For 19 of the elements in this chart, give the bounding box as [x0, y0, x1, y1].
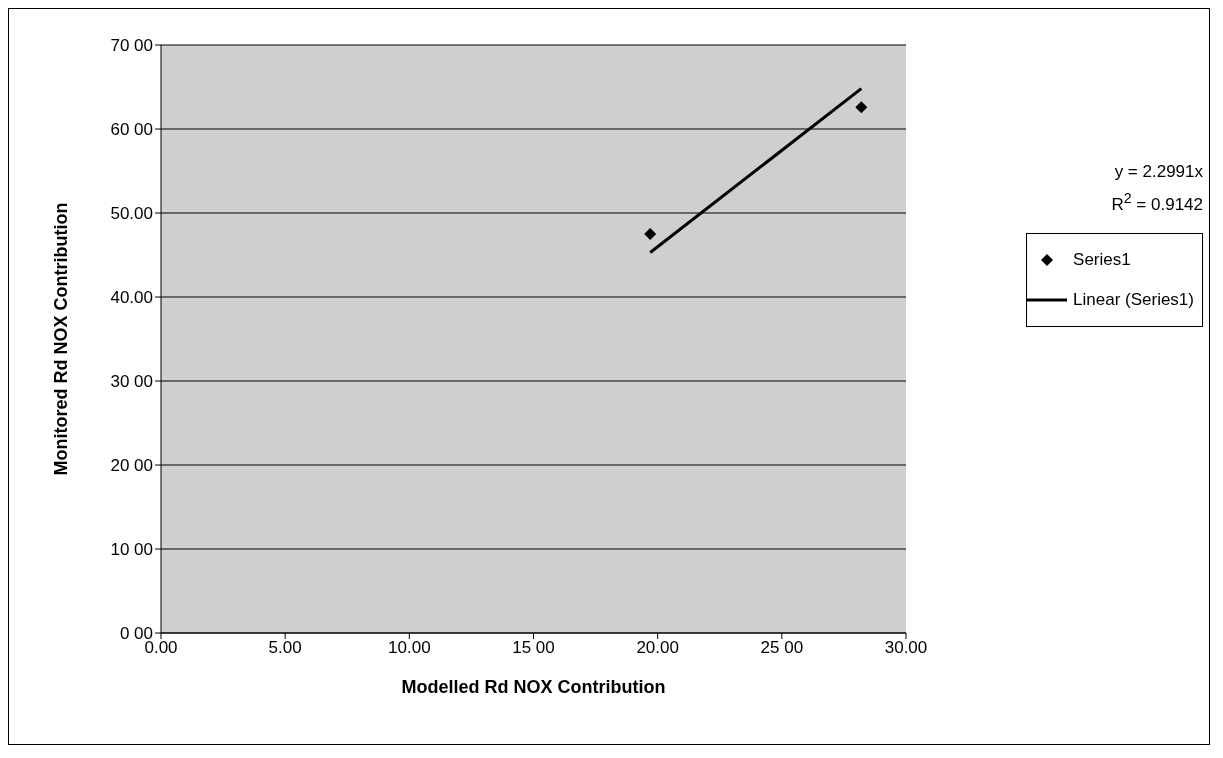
y-tick-label: 20 00: [110, 456, 153, 476]
legend-label: Series1: [1073, 249, 1131, 271]
x-tick-label: 5.00: [268, 638, 302, 658]
y-tick-label: 60 00: [110, 120, 153, 140]
x-tick-label: 30.00: [884, 638, 928, 658]
y-tick-label: 70 00: [110, 36, 153, 56]
x-tick-label: 25 00: [760, 638, 804, 658]
x-tick-label: 10.00: [388, 638, 431, 658]
text: y = 2.2991x: [1113, 161, 1203, 183]
text: R$^{2}$ = 0.9142: [1111, 189, 1203, 216]
x-tick-label: 20.00: [636, 638, 679, 658]
x-tick-label: 15 00: [512, 638, 555, 658]
y-axis-title: Monitored Rd NOX Contribution: [51, 202, 72, 476]
y-tick-label: 10 00: [110, 540, 153, 560]
x-axis-title: Modelled Rd NOX Contribution: [401, 677, 666, 697]
y-tick-label: 50.00: [110, 204, 153, 224]
legend-label: Linear (Series1): [1073, 289, 1194, 311]
y-tick-label: 40.00: [110, 288, 153, 308]
y-tick-label: 30 00: [110, 372, 153, 392]
